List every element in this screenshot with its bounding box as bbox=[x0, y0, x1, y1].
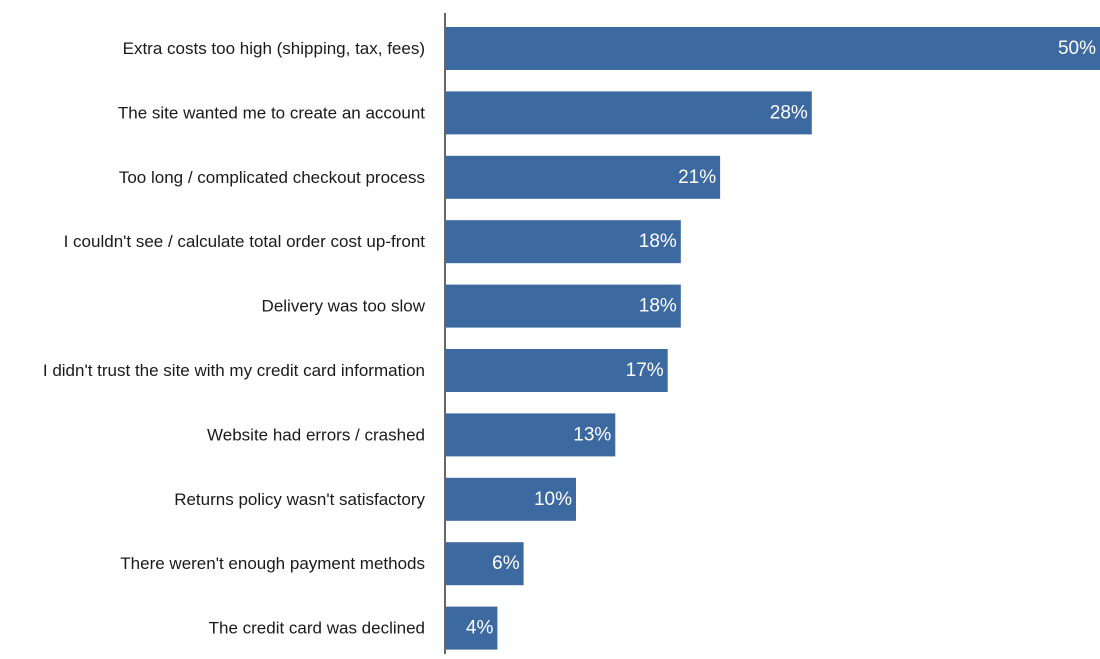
category-label: Website had errors / crashed bbox=[207, 425, 425, 444]
bar-value-label: 18% bbox=[639, 296, 677, 317]
bar bbox=[446, 27, 1100, 70]
category-labels: Extra costs too high (shipping, tax, fee… bbox=[43, 39, 426, 638]
bar bbox=[446, 91, 812, 135]
bar bbox=[446, 477, 576, 521]
category-label: Extra costs too high (shipping, tax, fee… bbox=[123, 39, 425, 58]
bar bbox=[446, 155, 721, 199]
bar bbox=[446, 349, 668, 392]
bar bbox=[446, 220, 681, 264]
category-label: There weren't enough payment methods bbox=[120, 554, 425, 573]
bar-value-label: 6% bbox=[492, 553, 520, 574]
category-label: Returns policy wasn't satisfactory bbox=[174, 490, 425, 509]
bars bbox=[446, 27, 1100, 650]
bar-value-label: 28% bbox=[770, 102, 808, 123]
bar bbox=[446, 284, 681, 328]
category-label: I didn't trust the site with my credit c… bbox=[43, 361, 425, 380]
bar-value-label: 13% bbox=[573, 424, 611, 445]
category-label: Delivery was too slow bbox=[262, 297, 426, 316]
bar-value-label: 17% bbox=[626, 360, 664, 381]
bar-value-label: 10% bbox=[534, 489, 572, 510]
bar bbox=[446, 606, 498, 650]
category-label: The site wanted me to create an account bbox=[118, 103, 425, 122]
bar-value-label: 4% bbox=[466, 618, 494, 639]
category-label: I couldn't see / calculate total order c… bbox=[64, 232, 426, 251]
bar bbox=[446, 542, 524, 586]
value-labels: 50% 28% 21% 18% 18% 17% 13% 10% 6% 4% bbox=[466, 38, 1096, 639]
bar bbox=[446, 413, 616, 457]
category-label: Too long / complicated checkout process bbox=[119, 168, 425, 187]
bar-value-label: 50% bbox=[1058, 38, 1096, 59]
bar-value-label: 18% bbox=[639, 231, 677, 252]
category-label: The credit card was declined bbox=[209, 619, 425, 638]
bar-value-label: 21% bbox=[678, 167, 716, 188]
